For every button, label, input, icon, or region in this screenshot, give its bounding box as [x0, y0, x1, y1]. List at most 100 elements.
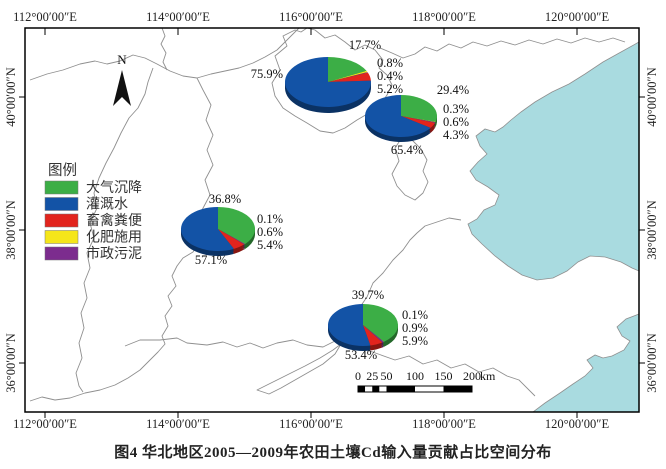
axis-label-bottom: 120°00′00″E [545, 417, 610, 431]
figure-caption: 图4 华北地区2005—2009年农田土壤Cd输入量贡献占比空间分布 [114, 445, 552, 461]
scale-bar-label: 25 [366, 369, 378, 383]
map-frame [24, 27, 640, 413]
pie-label: 5.9% [402, 334, 428, 348]
pie-label: 39.7% [352, 288, 384, 302]
pie-slice [401, 116, 436, 128]
axis-label-bottom: 114°00′00″E [146, 417, 210, 431]
pie-chart: 17.7% 0.8%0.4%5.2% 75.9% [251, 38, 403, 113]
pie-label: 0.6% [443, 115, 469, 129]
sea-yellow [532, 313, 639, 412]
north-arrow: N [113, 52, 131, 106]
pie-label: 0.1% [402, 308, 428, 322]
pie-slice [328, 72, 371, 82]
pie-slice [401, 95, 437, 122]
legend-item-label: 化肥施用 [86, 230, 142, 246]
sea-bohai [467, 41, 639, 281]
legend-item-label: 大气沉降 [86, 180, 142, 196]
legend-swatch [44, 180, 79, 195]
legend-swatch [44, 197, 79, 211]
legend-title: 图例 [48, 162, 77, 179]
axis-label-top: 120°00′00″E [545, 10, 610, 24]
pie-slice [365, 95, 431, 137]
pie-label: 0.6% [257, 225, 283, 239]
pie-slice [218, 229, 246, 244]
pie-slice [180, 207, 234, 252]
pie-slice [328, 57, 367, 82]
axis-labels: 112°00′00″E 112°00′00″E 114°00′00″E 114°00′… [4, 10, 659, 431]
pie-slice [284, 57, 371, 107]
north-arrow-label: N [117, 52, 127, 67]
pie-slice [328, 72, 368, 82]
pie-chart: 36.8% 0.1%0.6%5.4% 57.1% [180, 192, 283, 267]
scale-bar-segment [386, 386, 415, 392]
pie-label: 0.3% [443, 102, 469, 116]
pie-slice [328, 304, 371, 347]
scale-bar-label: 100 [406, 369, 424, 383]
pie-slice [363, 325, 385, 342]
pie-label: 0.1% [257, 212, 283, 226]
scale-bar-unit: km [480, 369, 496, 383]
pie-label: 65.4% [391, 143, 423, 157]
scale-bar-segment [358, 386, 366, 392]
scale-bar-label: 50 [381, 369, 393, 383]
legend-item-label: 市政污泥 [86, 245, 142, 262]
scale-bar: 0 25 50 100 150 200 km [355, 369, 496, 393]
axis-label-top: 114°00′00″E [146, 10, 210, 24]
pie-label: 36.8% [209, 192, 241, 206]
pie-slice [363, 304, 398, 342]
pie-label: 0.4% [377, 69, 403, 83]
pie-label: 4.3% [443, 128, 469, 142]
graticule-ticks [19, 28, 645, 418]
axis-label-right: 38°00′00″N [645, 200, 659, 259]
pie-slice [218, 206, 255, 244]
pie-label: 0.8% [377, 56, 403, 70]
pie-slice [401, 116, 436, 123]
scale-bar-outline [357, 385, 473, 393]
pie-label: 29.4% [437, 83, 469, 97]
scale-bar-label: 200 [463, 369, 481, 383]
legend-item-label: 畜禽粪便 [86, 212, 142, 229]
axis-label-top: 118°00′00″E [412, 10, 476, 24]
pie-label: 5.4% [257, 238, 283, 252]
scale-bar-segment [372, 386, 380, 392]
axis-label-right: 36°00′00″N [645, 333, 659, 392]
legend-swatch [44, 230, 79, 244]
legend-swatch [44, 213, 79, 228]
axis-label-bottom: 112°00′00″E [13, 417, 77, 431]
axis-label-bottom: 118°00′00″E [412, 417, 476, 431]
pie-slice [363, 325, 384, 343]
axis-label-right: 40°00′00″N [645, 67, 659, 126]
pie-slice [401, 116, 436, 123]
pie-charts-layer: 17.7%0.8%0.4%5.2%75.9%29.4%0.3%0.6%4.3%6… [180, 38, 469, 362]
scale-bar-segment [365, 386, 373, 392]
pie-slice [363, 325, 383, 346]
pie-label: 53.4% [345, 348, 377, 362]
scale-bar-segment [415, 386, 444, 392]
scale-bar-label: 150 [435, 369, 453, 383]
pie-slice [218, 229, 245, 249]
pie-label: 75.9% [251, 67, 283, 81]
axis-label-top: 112°00′00″E [13, 10, 77, 24]
pie-label: 17.7% [349, 38, 381, 52]
pie-chart: 29.4% 0.3%0.6%4.3% 65.4% [365, 83, 469, 157]
legend-swatch [44, 246, 79, 261]
scale-bar-segment [443, 386, 472, 392]
legend-item-label: 灌溉水 [86, 197, 128, 213]
axis-label-left: 40°00′00″N [4, 67, 18, 126]
pie-label: 5.2% [377, 82, 403, 96]
pie-chart: 39.7% 0.1%0.9%5.9% 53.4% [327, 288, 428, 362]
axis-label-top: 116°00′00″E [279, 10, 343, 24]
pie-label: 57.1% [195, 253, 227, 267]
pie-slice [218, 229, 246, 245]
axis-label-left: 38°00′00″N [4, 200, 18, 259]
scale-bar-label: 0 [355, 369, 361, 383]
north-arrow-icon [113, 70, 131, 106]
scale-bar-segment [379, 386, 387, 392]
pie-slice [328, 70, 368, 82]
pie-label: 0.9% [402, 321, 428, 335]
axis-label-left: 36°00′00″N [4, 333, 18, 392]
axis-label-bottom: 116°00′00″E [279, 417, 343, 431]
